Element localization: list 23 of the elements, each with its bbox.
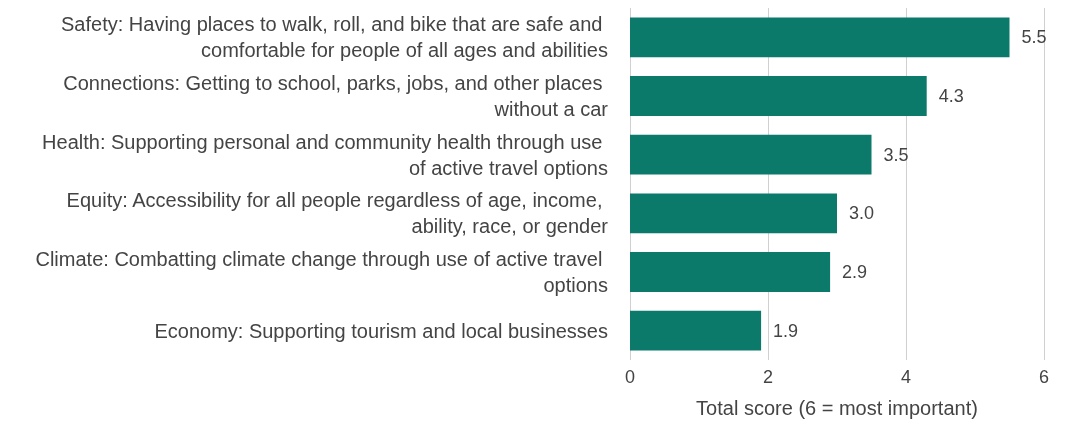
x-tick-label: 6	[1038, 367, 1050, 387]
y-tick-label: Climate: Combatting climate change through use of active travel options	[35, 248, 608, 296]
x-tick-label: 2	[762, 367, 774, 387]
bar	[630, 252, 831, 292]
y-tick-label: Economy: Supporting tourism and local businesses	[154, 319, 608, 342]
data-label: 5.5	[1021, 27, 1047, 48]
data-label: 3.0	[849, 203, 875, 224]
bar	[630, 193, 837, 234]
x-tick-label: 0	[624, 367, 636, 387]
data-label: 4.3	[938, 86, 964, 106]
data-label: 1.9	[773, 320, 799, 341]
x-tick-label: 4	[900, 367, 912, 387]
data-label: 2.9	[842, 262, 868, 282]
bar	[630, 17, 1010, 58]
data-label: 3.5	[883, 144, 909, 165]
y-tick-label: Health: Supporting personal and community health through use of active travel options	[42, 130, 608, 179]
y-tick-label: Safety: Having places to walk, roll, and bike that are safe and comfortable for people of all ages and abilities	[61, 13, 608, 62]
x-axis-title: Total score (6 = most important)	[696, 397, 978, 419]
y-tick-label: Connections: Getting to school, parks, jobs, and other places without a car	[63, 72, 609, 120]
y-tick-label: Equity: Accessibility for all people regardless of age, income, ability, race, or gender	[66, 189, 609, 238]
bar	[630, 134, 872, 175]
bar	[630, 310, 762, 351]
bar	[630, 76, 927, 116]
